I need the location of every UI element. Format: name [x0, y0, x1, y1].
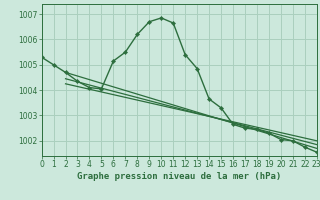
X-axis label: Graphe pression niveau de la mer (hPa): Graphe pression niveau de la mer (hPa): [77, 172, 281, 181]
